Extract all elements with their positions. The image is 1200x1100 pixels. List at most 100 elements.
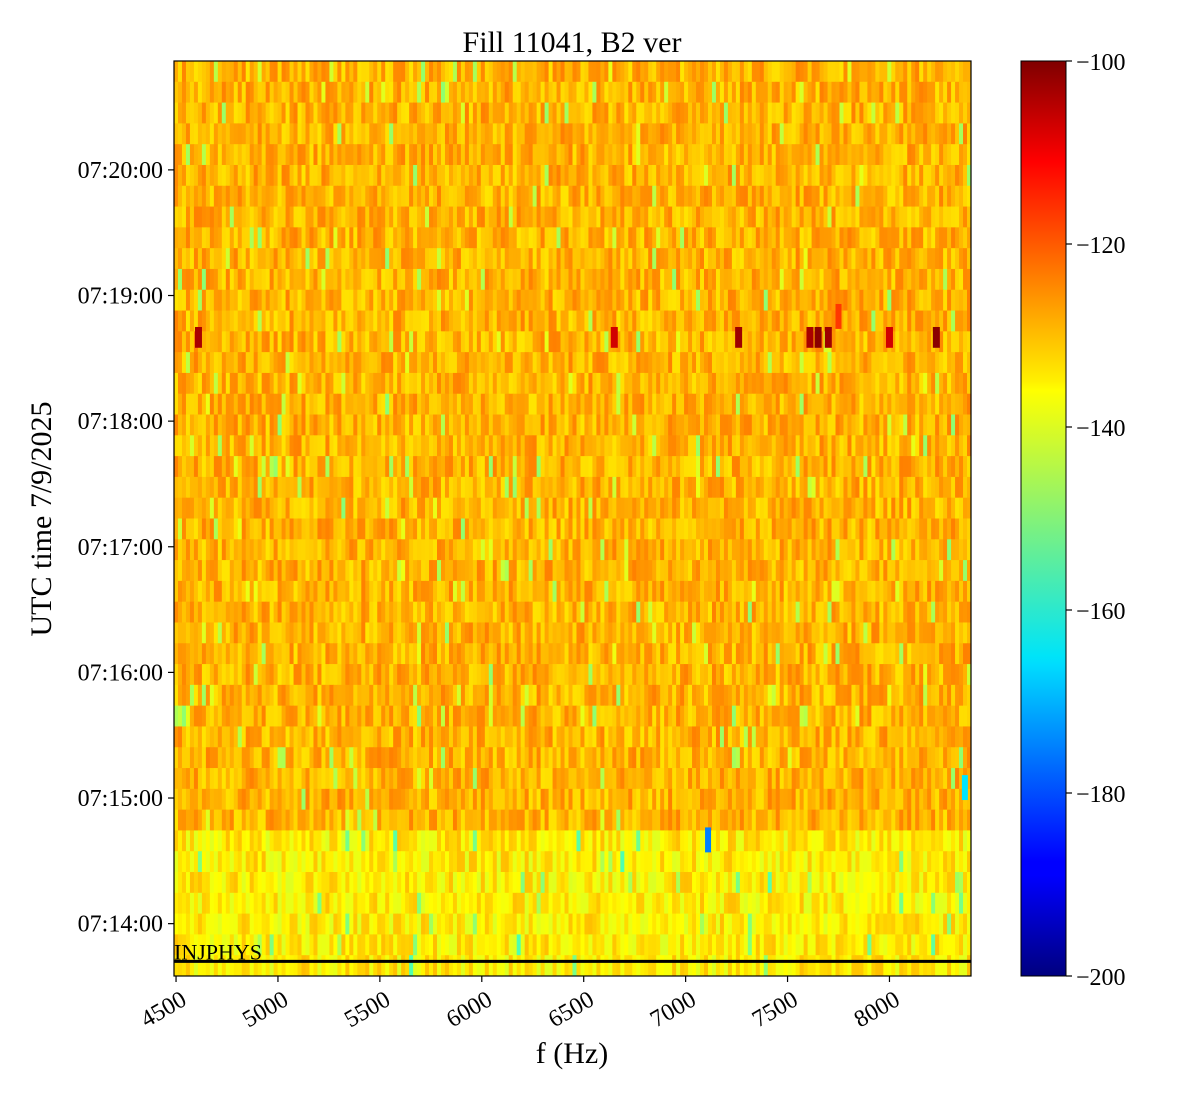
heatmap-cell	[847, 248, 853, 270]
heatmap-cell	[209, 81, 215, 104]
heatmap-cell	[620, 123, 625, 145]
heatmap-cell	[480, 164, 486, 187]
heatmap-cell	[241, 164, 247, 187]
heatmap-cell	[755, 331, 761, 353]
heatmap-cell	[528, 227, 534, 249]
heatmap-cell	[895, 456, 900, 478]
heatmap-cell	[241, 331, 247, 353]
heatmap-cell	[704, 476, 709, 499]
heatmap-cell	[456, 435, 462, 457]
heatmap-cell	[827, 123, 833, 145]
heatmap-cell	[421, 102, 426, 124]
heatmap-cell	[576, 456, 582, 478]
heatmap-cell	[524, 123, 530, 145]
heatmap-cell	[652, 164, 657, 187]
heatmap-cell	[229, 144, 235, 166]
heatmap-cell	[715, 164, 721, 187]
heatmap-cell	[313, 518, 319, 540]
heatmap-cell	[604, 206, 609, 228]
heatmap-cell	[636, 539, 641, 561]
heatmap-cell	[823, 206, 829, 228]
heatmap-cell	[723, 560, 729, 582]
heatmap-cell	[803, 476, 809, 499]
heatmap-cell	[373, 476, 378, 499]
heatmap-cell	[939, 248, 944, 270]
heatmap-cell	[456, 331, 462, 353]
heatmap-cell	[588, 456, 594, 478]
heatmap-cell	[584, 393, 590, 416]
heatmap-cell	[592, 352, 597, 374]
heatmap-cell	[731, 248, 737, 270]
heatmap-cell	[345, 81, 350, 104]
heatmap-cell	[476, 206, 482, 228]
heatmap-cell	[397, 102, 402, 124]
heatmap-cell	[492, 372, 498, 395]
heatmap-cell	[504, 476, 510, 499]
heatmap-cell	[847, 456, 853, 478]
heatmap-cell	[943, 560, 948, 582]
heatmap-cell	[963, 61, 968, 83]
heatmap-cell	[871, 81, 876, 104]
heatmap-cell	[508, 310, 514, 332]
heatmap-cell	[460, 144, 466, 166]
heatmap-cell	[174, 414, 179, 436]
heatmap-cell	[632, 435, 637, 457]
heatmap-cell	[492, 81, 498, 104]
heatmap-cell	[735, 414, 741, 436]
heatmap-cell	[612, 497, 617, 520]
heatmap-cell	[508, 560, 514, 582]
heatmap-cell	[875, 393, 880, 416]
heatmap-cell	[704, 289, 709, 312]
heatmap-cell	[273, 518, 279, 540]
heatmap-cell	[381, 164, 386, 187]
heatmap-cell	[397, 310, 402, 332]
heatmap-cell	[871, 372, 876, 395]
heatmap-cell	[835, 497, 841, 520]
heatmap-cell	[413, 123, 418, 145]
heatmap-cell	[576, 206, 582, 228]
heatmap-cell	[692, 539, 697, 561]
heatmap-cell	[460, 435, 466, 457]
heatmap-cell	[715, 206, 721, 228]
heatmap-cell	[480, 393, 486, 416]
heatmap-cell	[779, 164, 785, 187]
heatmap-cell	[700, 456, 705, 478]
heatmap-cell	[301, 227, 307, 249]
heatmap-cell	[337, 289, 342, 312]
heatmap-cell	[261, 393, 267, 416]
heatmap-cell	[915, 372, 920, 395]
heatmap-cell	[437, 123, 442, 145]
heatmap-cell	[915, 518, 920, 540]
heatmap-cell	[811, 456, 817, 478]
heatmap-cell	[448, 268, 454, 291]
heatmap-cell	[759, 227, 765, 249]
heatmap-cell	[560, 81, 566, 104]
heatmap-cell	[895, 372, 900, 395]
heatmap-cell	[261, 352, 267, 374]
heatmap-cell	[807, 144, 813, 166]
heatmap-cell	[899, 123, 904, 145]
heatmap-cell	[759, 560, 765, 582]
heatmap-cell	[353, 227, 358, 249]
heatmap-cell	[357, 310, 362, 332]
heatmap-cell	[751, 414, 757, 436]
heatmap-cell	[325, 164, 331, 187]
heatmap-cell	[177, 81, 183, 104]
heatmap-cell	[441, 560, 446, 582]
heatmap-cell	[353, 123, 358, 145]
heatmap-cell	[476, 456, 482, 478]
heatmap-cell	[660, 456, 665, 478]
heatmap-cell	[385, 476, 390, 499]
heatmap-cell	[867, 289, 872, 312]
heatmap-cell	[963, 393, 968, 416]
heatmap-cell	[564, 268, 570, 291]
heatmap-cell	[441, 435, 446, 457]
heatmap-cell	[193, 164, 199, 187]
heatmap-cell	[664, 144, 669, 166]
heatmap-cell	[245, 476, 251, 499]
heatmap-cell	[181, 123, 187, 145]
heatmap-cell	[935, 102, 940, 124]
heatmap-cell	[767, 560, 773, 582]
heatmap-cell	[500, 206, 506, 228]
heatmap-cell	[381, 456, 386, 478]
